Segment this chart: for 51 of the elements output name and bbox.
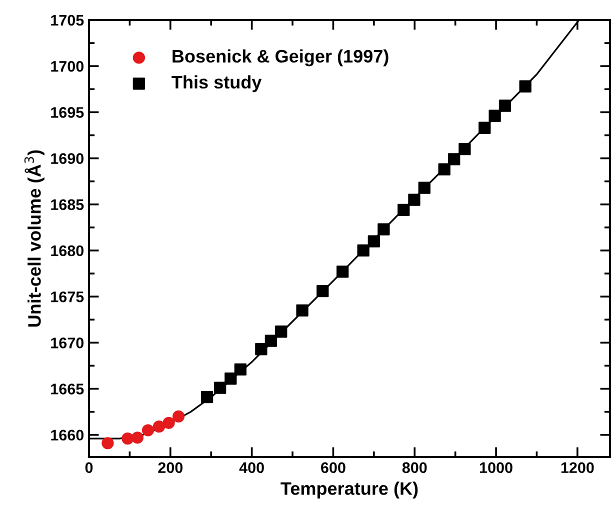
point [102, 437, 114, 450]
x-axis-title: Temperature (K) [280, 482, 418, 498]
x-tick-label: 200 [158, 462, 183, 474]
point [316, 284, 329, 298]
y-tick-label: 1700 [51, 60, 84, 72]
y-tick-label: 1685 [51, 199, 84, 210]
point [255, 343, 268, 356]
point [162, 416, 175, 429]
y-tick-label: 1675 [51, 291, 84, 302]
point [275, 326, 288, 338]
point [368, 235, 380, 248]
y-axis-title: Unit-cell volume (Å$^{3}$) [24, 150, 44, 327]
point [122, 432, 134, 445]
x-tick-label: 1200 [561, 462, 594, 474]
point [142, 424, 154, 436]
x-tick-label: 1000 [480, 462, 512, 474]
point [336, 266, 349, 278]
x-tick-label: 800 [402, 462, 427, 474]
y-tick-label: 1690 [51, 153, 84, 164]
legend-label: This study [172, 75, 262, 92]
point [172, 410, 185, 423]
point [408, 194, 420, 206]
point [152, 420, 166, 433]
point [448, 153, 460, 166]
point [200, 391, 214, 404]
y-tick-label: 1665 [51, 384, 84, 394]
point [438, 163, 450, 176]
y-tick-label: 1670 [51, 338, 84, 348]
point [478, 122, 491, 134]
legend-label: Bosenick & Geiger (1997) [172, 49, 388, 66]
x-tick-label: 0 [85, 462, 93, 474]
point [296, 304, 308, 316]
point [398, 204, 410, 216]
x-tick-label: 400 [239, 462, 264, 474]
point [378, 223, 390, 236]
point [234, 363, 246, 376]
point [224, 372, 237, 385]
point [458, 143, 471, 156]
y-tick-label: 1680 [51, 245, 84, 256]
point [519, 80, 532, 92]
point [488, 110, 501, 122]
x-tick-label: 600 [321, 462, 346, 474]
y-tick-label: 1695 [51, 107, 84, 118]
point [498, 100, 512, 112]
point [418, 182, 430, 194]
point [131, 432, 144, 444]
y-tick-label: 1660 [51, 430, 84, 441]
y-tick-label: 1705 [51, 14, 84, 26]
point [264, 334, 278, 347]
point [214, 382, 226, 394]
point [357, 244, 370, 257]
